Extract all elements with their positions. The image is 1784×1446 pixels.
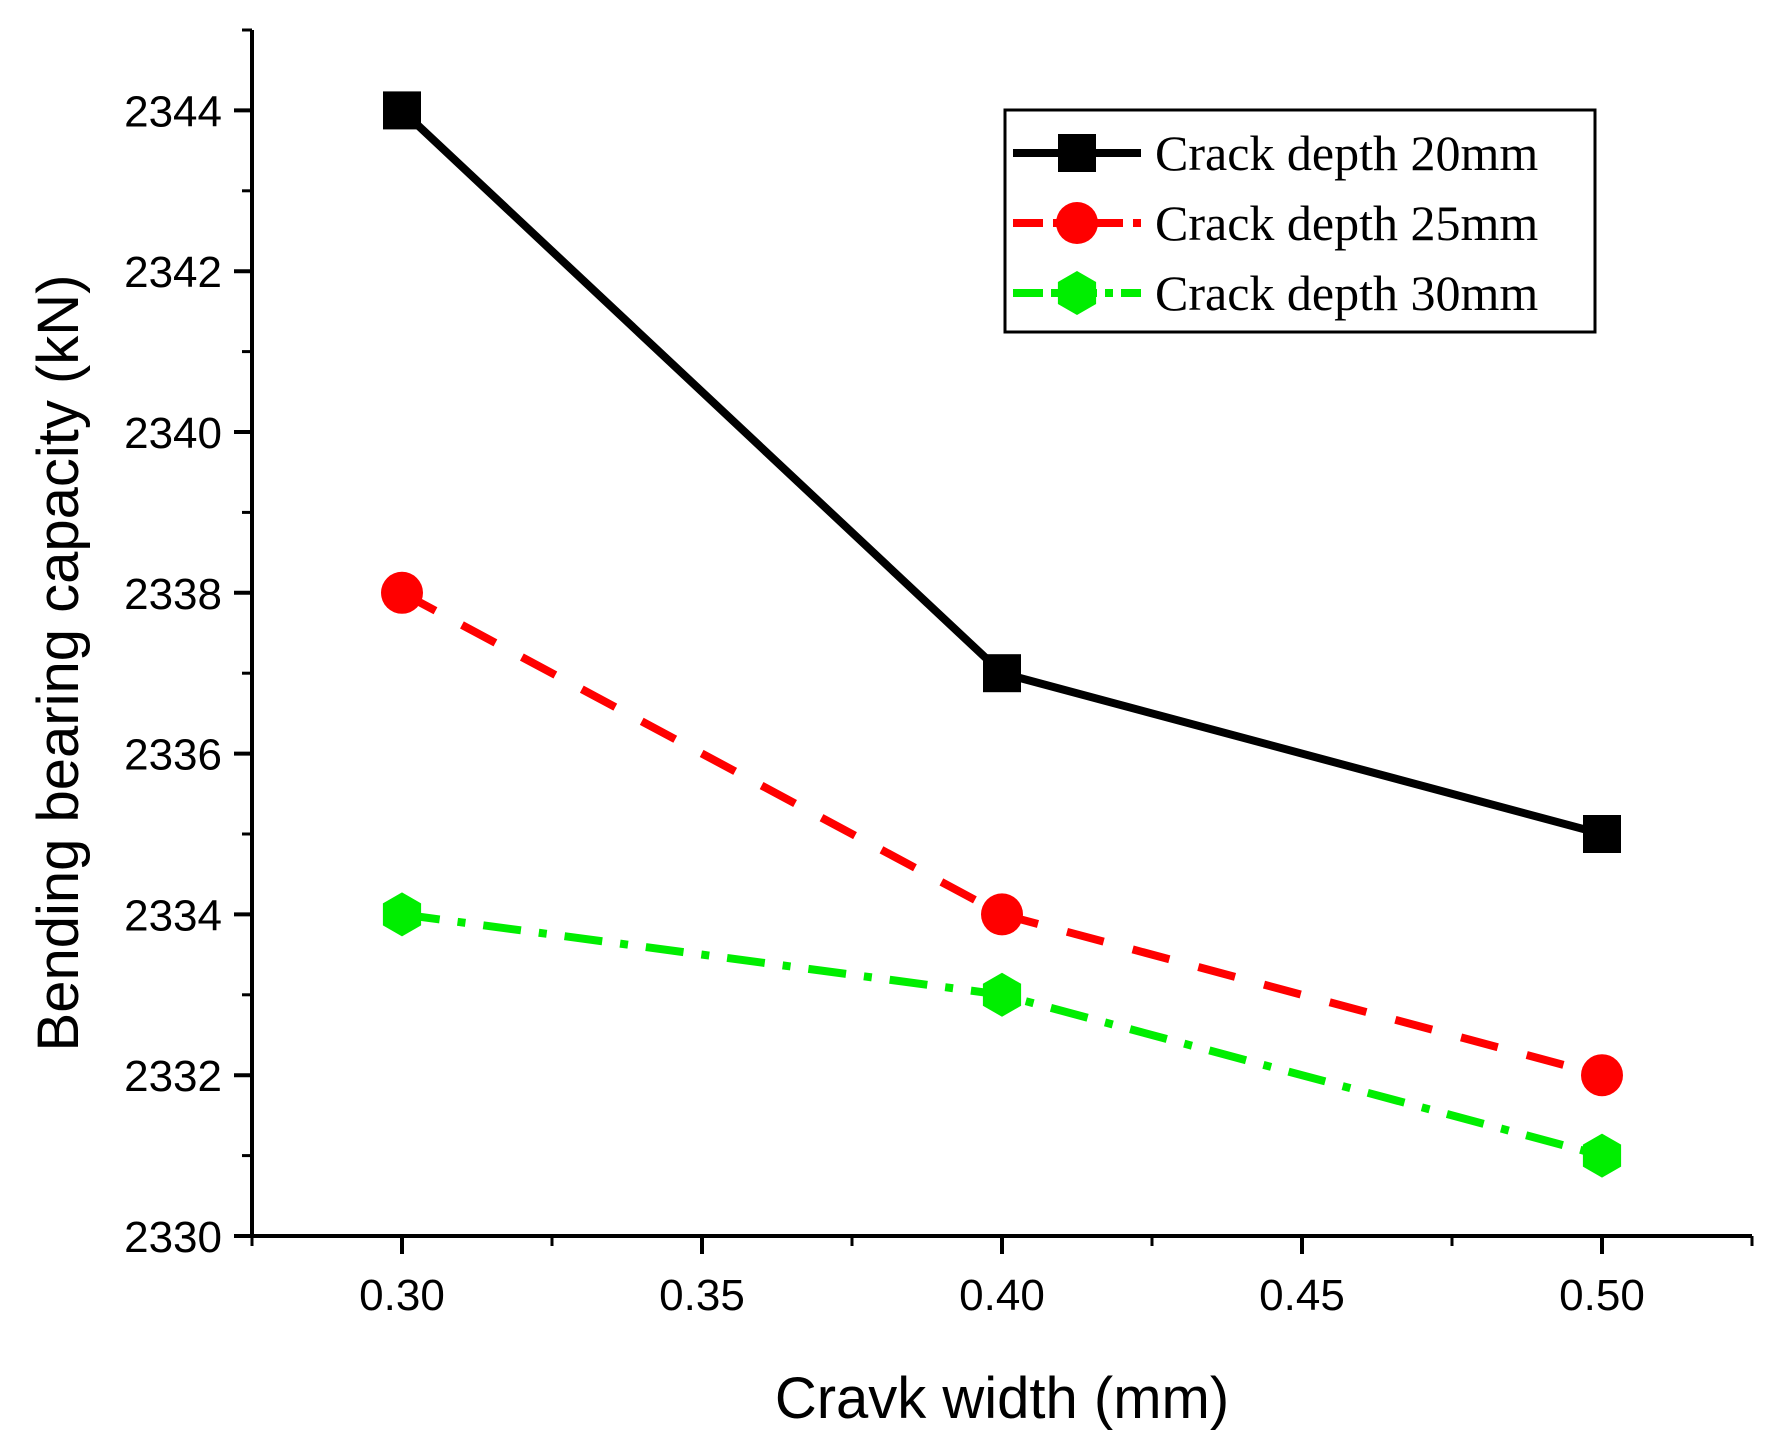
x-tick-label: 0.40 [959, 1271, 1045, 1320]
data-point [381, 571, 423, 614]
legend-marker [1058, 134, 1096, 172]
y-tick-label: 2336 [124, 731, 222, 780]
x-axis-title: Cravk width (mm) [775, 1366, 1229, 1431]
x-axis-ticks: 0.30 0.35 0.40 0.45 0.50 [250, 1236, 1754, 1320]
legend-label: Crack depth 20mm [1155, 125, 1538, 181]
series-3 [382, 892, 1622, 1178]
y-tick-label: 2330 [124, 1213, 222, 1262]
legend-item: Crack depth 30mm [1013, 265, 1538, 321]
legend: Crack depth 20mm Crack depth 25mm Crack de… [1003, 108, 1597, 334]
y-axis-title: Bending bearing capacity (kN) [26, 275, 91, 1052]
x-tick-label: 0.50 [1559, 1271, 1645, 1320]
legend-marker [1056, 202, 1098, 244]
legend-item: Crack depth 25mm [1013, 195, 1538, 251]
legend-marker [1057, 271, 1097, 315]
data-point [981, 893, 1023, 936]
series-1 [383, 91, 1621, 853]
x-tick-label: 0.30 [359, 1271, 445, 1320]
data-point [983, 654, 1021, 693]
y-tick-label: 2340 [124, 409, 222, 458]
data-point [1581, 1054, 1623, 1097]
y-tick-label: 2342 [124, 248, 222, 297]
y-tick-label: 2344 [124, 87, 222, 136]
x-tick-label: 0.35 [659, 1271, 745, 1320]
y-tick-label: 2334 [124, 891, 222, 940]
data-point [383, 91, 421, 130]
data-point [382, 892, 422, 937]
data-point [1583, 815, 1621, 853]
y-axis-ticks: 2330 2332 2334 2336 2338 2340 2342 2344 [124, 28, 252, 1262]
series-line [401, 910, 1604, 1160]
data-point [982, 972, 1022, 1017]
y-tick-label: 2332 [124, 1052, 222, 1101]
legend-label: Crack depth 30mm [1155, 265, 1538, 321]
x-tick-label: 0.45 [1259, 1271, 1345, 1320]
legend-item: Crack depth 20mm [1013, 125, 1538, 181]
data-point [1582, 1133, 1622, 1178]
y-tick-label: 2338 [124, 570, 222, 619]
series-2 [381, 571, 1623, 1097]
legend-label: Crack depth 25mm [1155, 195, 1538, 251]
